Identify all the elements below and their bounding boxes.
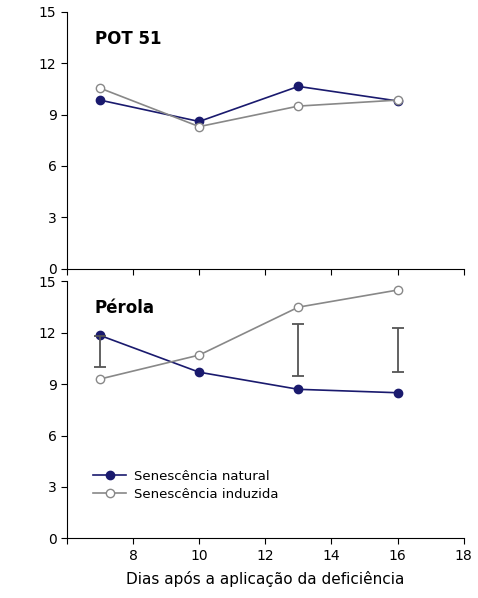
Text: POT 51: POT 51 xyxy=(95,30,161,48)
Legend: Senescência natural, Senescência induzida: Senescência natural, Senescência induzid… xyxy=(93,469,279,501)
Text: Pérola: Pérola xyxy=(95,300,155,318)
X-axis label: Dias após a aplicação da deficiência: Dias após a aplicação da deficiência xyxy=(126,571,404,587)
